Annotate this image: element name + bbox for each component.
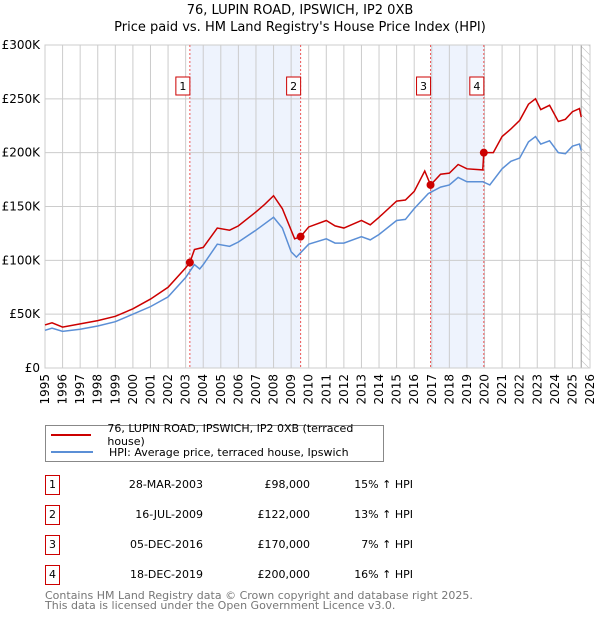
legend: 76, LUPIN ROAD, IPSWICH, IP2 0XB (terrac… — [45, 422, 384, 462]
x-tick-label: 2015 — [390, 374, 404, 405]
x-tick-label: 1999 — [108, 374, 122, 405]
x-tick-label: 2016 — [407, 374, 421, 405]
x-tick-label: 2005 — [214, 374, 228, 405]
x-tick-label: 2007 — [249, 374, 263, 405]
legend-swatch-blue — [51, 451, 93, 453]
x-tick-label: 1995 — [38, 374, 52, 405]
legend-label: 76, LUPIN ROAD, IPSWICH, IP2 0XB (terrac… — [107, 422, 354, 448]
x-tick-label: 2000 — [126, 374, 140, 405]
sale-marker — [185, 258, 194, 267]
sale-row: 3 05-DEC-2016 £170,000 7% ↑ HPI — [45, 535, 413, 555]
chart-title: 76, LUPIN ROAD, IPSWICH, IP2 0XB — [186, 3, 414, 18]
sale-date: 05-DEC-2016 — [129, 538, 203, 551]
x-tick-label: 2010 — [302, 374, 316, 405]
x-tick-label: 2014 — [372, 374, 386, 405]
x-tick-label: 1997 — [73, 374, 87, 405]
price-chart: 1995 1996 1997 1998 1999 2000 2001 2002 2003 2004… — [2, 38, 597, 405]
sale-price: £200,000 — [257, 568, 311, 581]
x-tick-label: 2008 — [267, 374, 281, 405]
x-tick-label: 2006 — [231, 374, 245, 405]
x-tick-label: 2021 — [495, 374, 509, 405]
x-tick-label: 2023 — [530, 374, 544, 405]
legend-swatch-red — [51, 434, 92, 436]
footer: Contains HM Land Registry data © Crown c… — [45, 589, 473, 612]
y-tick-label: £300K — [2, 38, 42, 52]
x-tick-label: 2026 — [583, 374, 597, 405]
chart-subtitle: Price paid vs. HM Land Registry's House … — [114, 20, 486, 35]
hpi-line — [44, 135, 582, 333]
sale-label-box — [416, 76, 432, 96]
x-tick-label: 2011 — [319, 374, 333, 405]
sale-marker — [479, 148, 488, 157]
legend-item-property: 76, LUPIN ROAD, IPSWICH, IP2 0XB (terrac… — [46, 422, 383, 448]
sale-row: 1 28-MAR-2003 £98,000 15% ↑ HPI — [45, 475, 413, 495]
sale-marker — [426, 180, 435, 189]
x-tick-label: 2020 — [478, 374, 492, 405]
sale-hpi-diff: 15% ↑ HPI — [354, 478, 413, 491]
sale-date: 18-DEC-2019 — [129, 568, 203, 581]
sale-marker — [296, 232, 305, 241]
footer-copyright: Contains HM Land Registry data © Crown c… — [45, 589, 473, 602]
x-tick-label: 2004 — [196, 374, 210, 405]
x-tick-label: 1996 — [56, 374, 70, 405]
x-tick-label: 2012 — [337, 374, 351, 405]
sale-price: £170,000 — [257, 538, 311, 551]
x-tick-label: 2022 — [513, 374, 527, 405]
x-tick-label: 2001 — [143, 374, 157, 405]
sale-label-box — [469, 76, 485, 96]
property-price-line — [44, 97, 582, 328]
sale-label: 2 — [290, 80, 297, 93]
sale-label-box — [175, 76, 191, 96]
sale-row: 2 16-JUL-2009 £122,000 13% ↑ HPI — [45, 505, 413, 525]
x-tick-label: 2009 — [284, 374, 298, 405]
x-tick-label: 2018 — [442, 374, 456, 405]
sale-date: 28-MAR-2003 — [128, 478, 203, 491]
plot-frame — [44, 44, 591, 369]
sale-number-badge: 2 — [45, 505, 60, 525]
y-tick-label: £150K — [2, 200, 42, 214]
y-tick-label: £50K — [9, 307, 41, 321]
legend-item-hpi: HPI: Average price, terraced house, Ipsw… — [46, 444, 349, 460]
sale-number-badge: 1 — [45, 475, 60, 495]
sale-hpi-diff: 16% ↑ HPI — [354, 568, 413, 581]
sale-hpi-diff: 7% ↑ HPI — [361, 538, 413, 551]
sale-price: £122,000 — [257, 508, 311, 521]
sale-row: 4 18-DEC-2019 £200,000 16% ↑ HPI — [45, 565, 413, 585]
sale-hpi-diff: 13% ↑ HPI — [354, 508, 413, 521]
x-tick-label: 2024 — [548, 374, 562, 405]
footer-licence: This data is licensed under the Open Gov… — [45, 599, 396, 612]
x-tick-label: 2019 — [460, 374, 474, 405]
y-tick-label: £100K — [2, 253, 42, 267]
x-tick-label: 2013 — [354, 374, 368, 405]
sale-date: 16-JUL-2009 — [135, 508, 203, 521]
sale-label: 1 — [179, 80, 186, 93]
sale-number-badge: 4 — [45, 565, 60, 585]
x-tick-label: 1998 — [91, 374, 105, 405]
legend-label: HPI: Average price, terraced house, Ipsw… — [109, 445, 349, 459]
x-tick-label: 2017 — [425, 374, 439, 405]
sale-label-box — [286, 76, 302, 96]
x-tick-label: 2003 — [179, 374, 193, 405]
sale-label: 4 — [473, 80, 480, 93]
sale-label: 3 — [420, 80, 427, 93]
sale-price: £98,000 — [264, 478, 311, 491]
x-tick-label: 2002 — [161, 374, 175, 405]
x-tick-label: 2025 — [565, 374, 579, 405]
y-tick-label: £0 — [25, 361, 40, 375]
y-tick-label: £250K — [2, 92, 42, 106]
sale-number-badge: 3 — [45, 535, 60, 555]
y-tick-label: £200K — [2, 146, 42, 160]
